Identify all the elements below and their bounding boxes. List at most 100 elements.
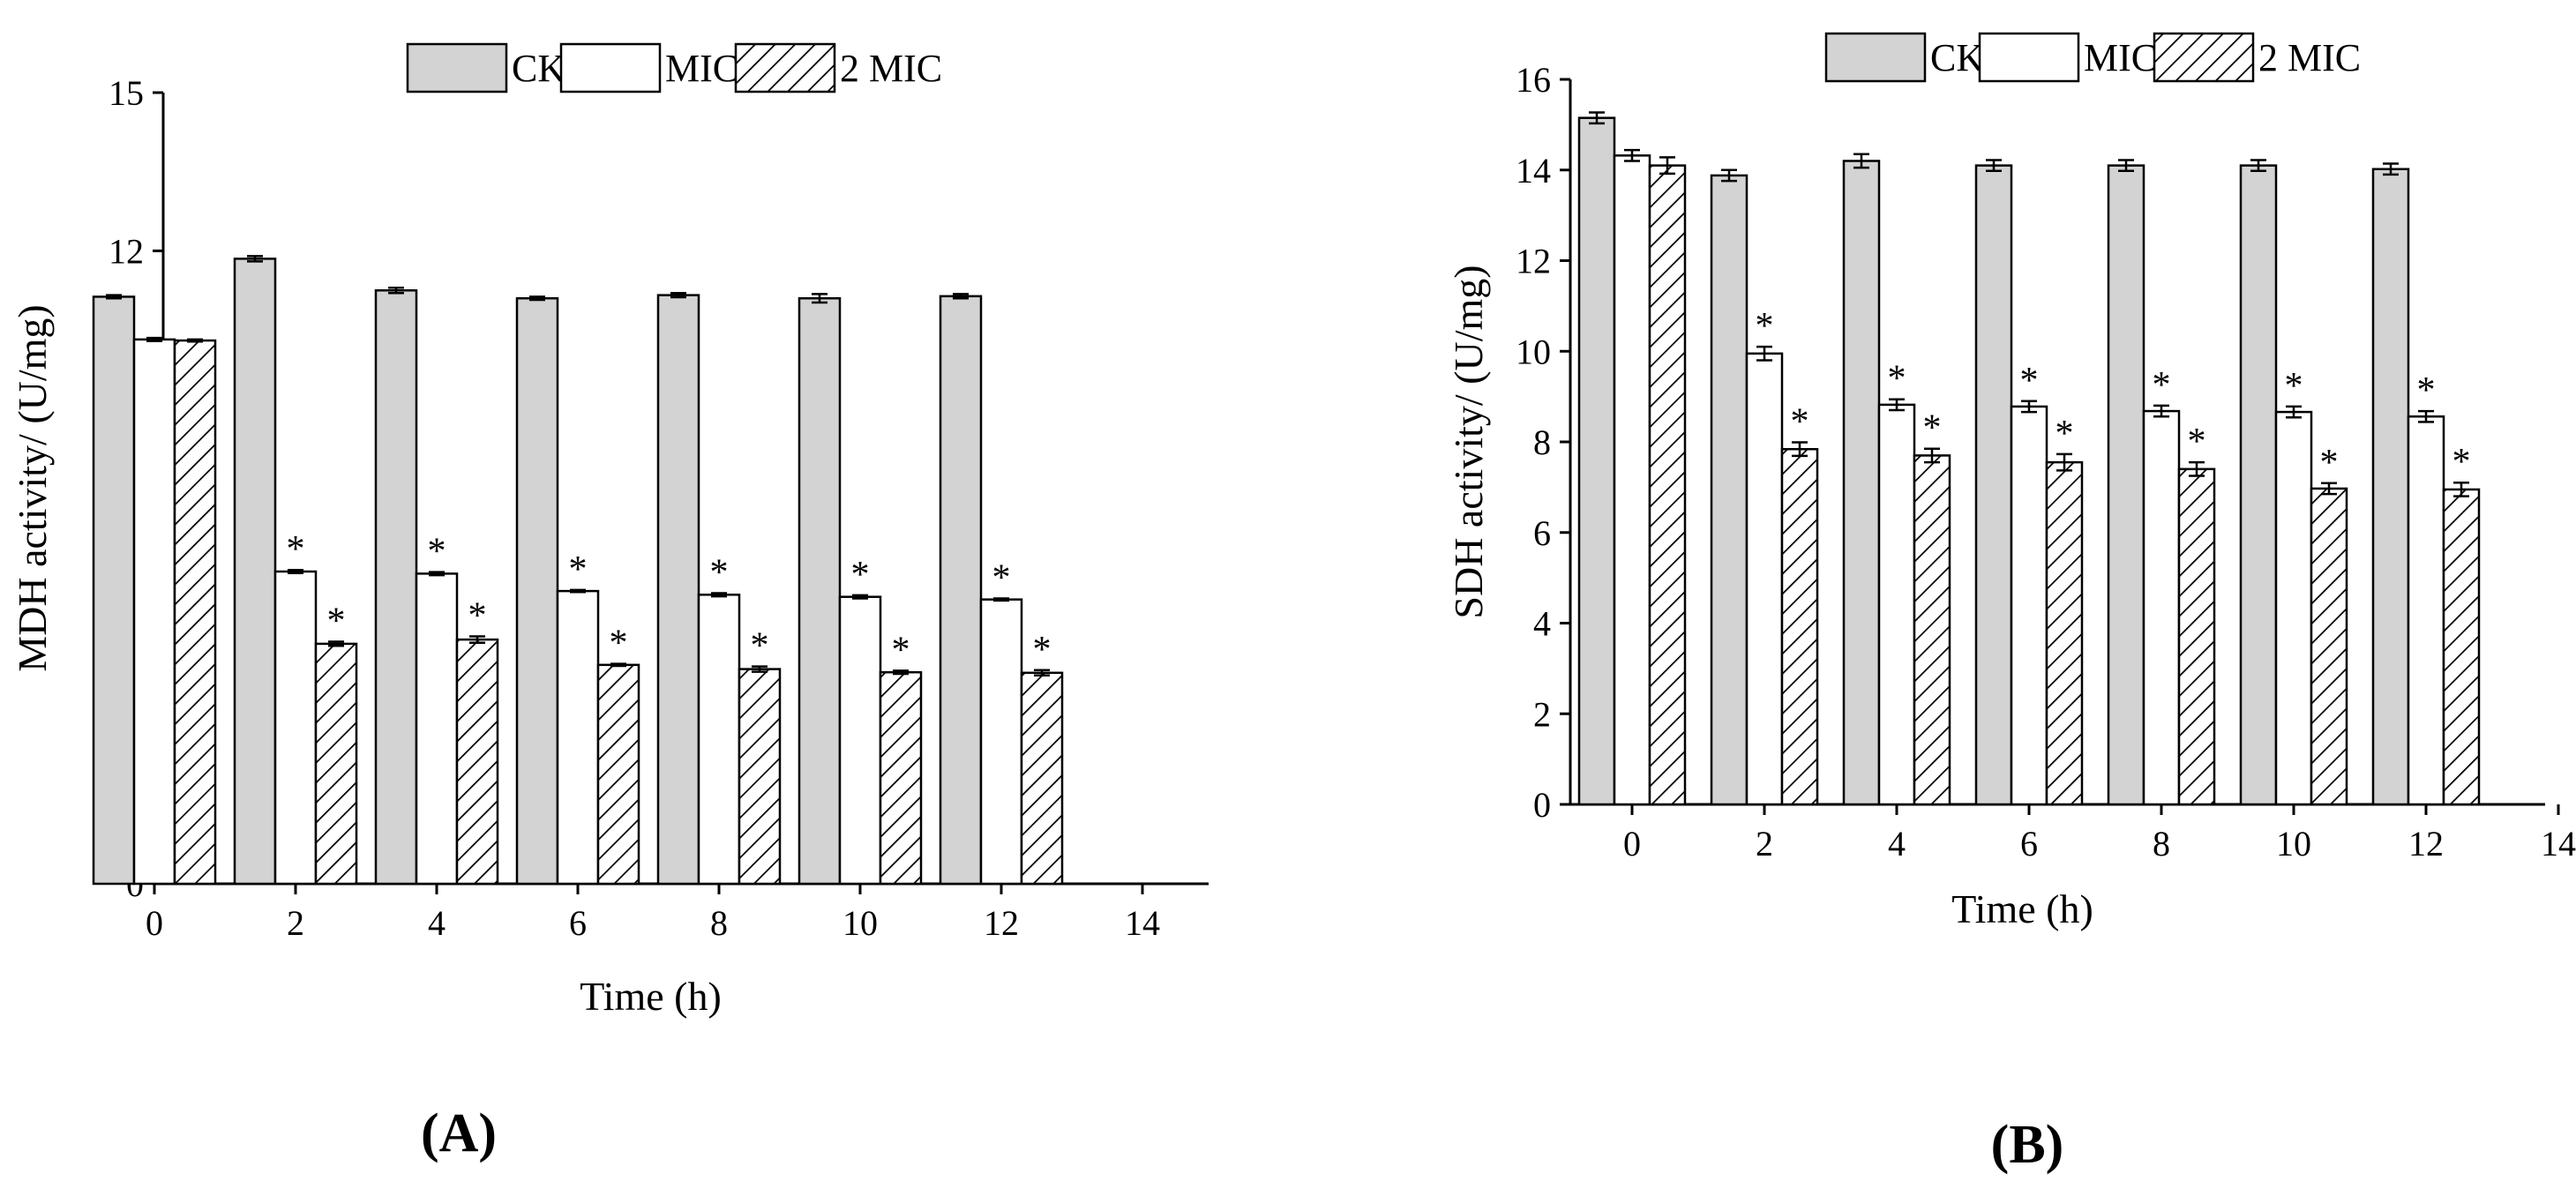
significance-star: * — [2285, 366, 2303, 407]
bar-ck-t6 — [515, 296, 559, 886]
bar-2-mic-t4 — [455, 638, 499, 886]
bar-2-mic-t10 — [2310, 487, 2348, 806]
bar-2-mic-t2 — [314, 642, 358, 886]
bar-mic-t2 — [1745, 352, 1784, 806]
bar-ck-t8 — [2107, 164, 2145, 806]
x-tick-label: 8 — [710, 903, 728, 943]
bar-ck-t2 — [233, 258, 277, 886]
bar-mic-t12 — [979, 598, 1023, 886]
significance-star: * — [1923, 408, 1942, 449]
bar-mic-t6 — [2010, 405, 2048, 806]
bar-mic-t0 — [132, 338, 176, 886]
significance-star: * — [2153, 365, 2171, 406]
legend-label-2-mic: 2 MIC — [840, 47, 942, 90]
significance-star: * — [428, 532, 446, 572]
x-tick-label: 0 — [146, 903, 163, 943]
x-tick-label: 2 — [287, 903, 304, 943]
bar-mic-t8 — [697, 594, 741, 886]
legend-label-ck: CK — [1930, 36, 1984, 79]
x-axis-title: Time (h) — [1951, 886, 2093, 931]
significance-star: * — [1756, 306, 1774, 347]
y-tick-label: 14 — [1516, 151, 1551, 191]
y-tick-label: 0 — [1533, 785, 1551, 825]
chart-panel-B: 0 2 4 6 8 10 12 14 16 0 2 4 6 8 10 12 14 Time (h) SDH acti… — [1446, 32, 2576, 1175]
x-axis-title: Time (h) — [580, 974, 722, 1019]
x-tick-label: 10 — [2276, 824, 2311, 863]
bar-mic-t6 — [556, 589, 600, 886]
y-axis-title: MDH activity/ (U/mg) — [10, 304, 55, 672]
bar-mic-t4 — [415, 572, 459, 886]
significance-star: * — [2056, 414, 2074, 454]
bar-ck-t8 — [656, 294, 700, 886]
y-tick-label: 10 — [1516, 332, 1551, 371]
legend-label-mic: MIC — [665, 47, 738, 90]
x-tick-label: 4 — [1888, 824, 1906, 863]
x-tick-label: 8 — [2153, 824, 2170, 863]
bar-mic-t4 — [1877, 403, 1916, 806]
bar-ck-t4 — [1842, 160, 1881, 806]
bar-2-mic-t4 — [1913, 454, 1951, 806]
bar-ck-t4 — [374, 289, 418, 886]
bar-2-mic-t6 — [2045, 460, 2084, 806]
x-tick-label: 2 — [1756, 824, 1773, 863]
significance-star: * — [2020, 361, 2039, 401]
legend-label-mic: MIC — [2084, 36, 2157, 79]
significance-star: * — [751, 626, 769, 667]
bar-ck-t10 — [798, 296, 842, 886]
significance-star: * — [1888, 359, 1906, 400]
y-axis-title: SDH activity/ (U/mg) — [1446, 265, 1491, 618]
x-tick-label: 6 — [569, 903, 587, 943]
bar-2-mic-t6 — [596, 663, 640, 886]
legend-swatch-mic — [559, 42, 662, 93]
x-tick-label: 14 — [2541, 824, 2576, 863]
significance-star: * — [2417, 370, 2436, 411]
significance-star: * — [992, 557, 1011, 598]
significance-star: * — [892, 630, 910, 670]
bar-ck-t0 — [1577, 116, 1616, 806]
bar-2-mic-t0 — [173, 339, 217, 886]
legend-swatch-2-mic — [734, 42, 836, 93]
legend-swatch-2-mic — [2153, 32, 2255, 83]
legend-label-2-mic: 2 MIC — [2258, 36, 2361, 79]
legend-swatch-mic — [1978, 32, 2080, 83]
bar-2-mic-t0 — [1648, 164, 1687, 806]
x-tick-label: 6 — [2020, 824, 2038, 863]
significance-star: * — [287, 529, 305, 570]
x-tick-label: 0 — [1623, 824, 1641, 863]
significance-star: * — [1791, 402, 1809, 443]
significance-star: * — [710, 553, 729, 594]
bar-2-mic-t12 — [1020, 671, 1064, 886]
y-tick-label: 6 — [1533, 513, 1551, 553]
bar-ck-t12 — [2371, 168, 2410, 806]
bar-2-mic-t8 — [2177, 467, 2216, 806]
y-tick-label: 15 — [109, 73, 144, 113]
bar-ck-t6 — [1974, 164, 2013, 806]
bar-ck-t0 — [92, 295, 136, 886]
significance-star: * — [2188, 422, 2206, 462]
panel-label: (A) — [421, 1103, 497, 1163]
x-tick-label: 12 — [984, 903, 1019, 943]
y-tick-label: 2 — [1533, 694, 1551, 734]
x-tick-label: 4 — [428, 903, 446, 943]
bar-2-mic-t2 — [1780, 447, 1819, 806]
significance-star: * — [851, 555, 870, 595]
bar-ck-t10 — [2239, 164, 2278, 806]
y-tick-label: 16 — [1516, 60, 1551, 100]
legend-swatch-ck — [406, 42, 508, 93]
legend-label-ck: CK — [512, 47, 565, 90]
bar-mic-t8 — [2142, 409, 2181, 806]
bar-2-mic-t8 — [738, 668, 782, 886]
panel-label: (B) — [1991, 1115, 2064, 1175]
significance-star: * — [610, 624, 628, 664]
significance-star: * — [2452, 442, 2471, 482]
significance-star: * — [2320, 443, 2339, 483]
bar-2-mic-t10 — [879, 670, 923, 886]
bar-ck-t2 — [1710, 174, 1749, 806]
significance-star: * — [327, 602, 346, 642]
legend-swatch-ck — [1824, 32, 1927, 83]
y-tick-label: 8 — [1533, 422, 1551, 462]
bar-ck-t12 — [939, 295, 983, 886]
bar-mic-t10 — [838, 595, 882, 886]
